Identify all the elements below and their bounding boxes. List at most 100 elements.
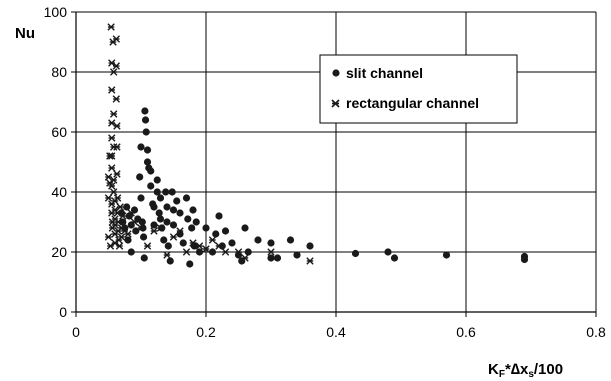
point-rectangular-channel xyxy=(150,227,158,235)
point-rectangular-channel xyxy=(127,209,135,217)
point-rectangular-channel xyxy=(104,233,113,241)
point-slit-channel xyxy=(215,212,223,220)
point-slit-channel xyxy=(384,248,392,256)
point-slit-channel xyxy=(195,248,204,256)
legend-marker-rectangular-channel xyxy=(331,99,340,108)
point-slit-channel xyxy=(142,128,150,136)
point-slit-channel xyxy=(186,260,194,268)
point-rectangular-channel xyxy=(202,245,210,253)
point-slit-channel xyxy=(267,239,275,247)
y-tick-label: 20 xyxy=(51,244,67,260)
y-tick-label: 0 xyxy=(59,304,67,320)
point-rectangular-channel xyxy=(119,212,127,220)
point-slit-channel xyxy=(182,194,191,202)
point-rectangular-channel xyxy=(108,134,116,142)
point-rectangular-channel xyxy=(108,182,116,190)
point-slit-channel xyxy=(141,116,150,124)
point-slit-channel xyxy=(390,254,399,262)
point-rectangular-channel xyxy=(114,218,122,226)
legend: slit channel rectangular channel xyxy=(319,54,518,124)
point-rectangular-channel xyxy=(306,257,314,265)
point-slit-channel xyxy=(254,236,262,244)
point-slit-channel xyxy=(208,248,217,256)
x-tick-label: 0.6 xyxy=(456,324,476,340)
point-rectangular-channel xyxy=(189,239,197,247)
point-slit-channel xyxy=(168,188,176,196)
point-slit-channel xyxy=(136,173,144,181)
point-rectangular-channel xyxy=(112,35,120,43)
point-slit-channel xyxy=(140,233,148,241)
point-rectangular-channel xyxy=(110,110,118,118)
point-slit-channel xyxy=(293,251,301,259)
point-slit-channel xyxy=(156,194,165,202)
point-slit-channel xyxy=(127,248,135,256)
point-slit-channel xyxy=(163,218,171,226)
point-slit-channel xyxy=(150,221,158,229)
point-rectangular-channel xyxy=(116,203,124,211)
point-slit-channel xyxy=(140,254,148,262)
point-slit-channel xyxy=(166,257,174,265)
point-rectangular-channel xyxy=(267,248,275,256)
point-rectangular-channel xyxy=(143,242,152,250)
point-rectangular-channel xyxy=(113,170,121,178)
point-slit-channel xyxy=(164,242,172,250)
point-slit-channel xyxy=(179,239,187,247)
point-rectangular-channel xyxy=(108,152,116,160)
point-slit-channel xyxy=(155,209,163,217)
point-rectangular-channel xyxy=(104,194,113,202)
point-rectangular-channel xyxy=(215,242,223,250)
point-slit-channel xyxy=(163,203,171,211)
point-rectangular-channel xyxy=(163,251,171,259)
point-slit-channel xyxy=(125,212,133,220)
point-rectangular-channel xyxy=(241,254,249,262)
point-slit-channel xyxy=(147,182,155,190)
point-rectangular-channel xyxy=(115,242,124,250)
point-slit-channel xyxy=(286,236,295,244)
x-axis-title-sub1: F xyxy=(499,369,505,380)
x-axis-title-end: /100 xyxy=(534,361,563,378)
point-slit-channel xyxy=(241,224,249,232)
x-axis-title-main: K xyxy=(488,361,499,378)
point-rectangular-channel xyxy=(234,248,243,256)
legend-marker-slit-channel xyxy=(332,69,340,77)
data-points xyxy=(104,23,529,268)
point-rectangular-channel xyxy=(107,23,115,31)
point-rectangular-channel xyxy=(208,236,217,244)
tick-labels: 0 20 40 60 80 100 0 0.2 0.4 0.6 0.8 xyxy=(44,4,606,340)
point-rectangular-channel xyxy=(110,68,118,76)
point-slit-channel xyxy=(188,224,196,232)
point-rectangular-channel xyxy=(195,242,204,250)
point-slit-channel xyxy=(153,188,161,196)
point-slit-channel xyxy=(202,224,210,232)
legend-box xyxy=(319,54,518,124)
point-slit-channel xyxy=(221,227,230,235)
x-axis-title: KF*∆xs/100 xyxy=(488,361,563,380)
y-tick-label: 100 xyxy=(44,4,68,20)
point-rectangular-channel xyxy=(113,143,121,151)
point-slit-channel xyxy=(228,239,236,247)
point-rectangular-channel xyxy=(156,224,165,232)
point-slit-channel xyxy=(137,194,145,202)
point-rectangular-channel xyxy=(221,248,230,256)
point-slit-channel xyxy=(141,107,149,115)
point-slit-channel xyxy=(169,206,178,214)
point-slit-channel xyxy=(138,218,146,226)
point-slit-channel xyxy=(153,176,161,184)
x-tick-label: 0 xyxy=(72,324,80,340)
point-slit-channel xyxy=(156,215,165,223)
y-tick-label: 40 xyxy=(51,184,67,200)
point-slit-channel xyxy=(150,203,158,211)
point-slit-channel xyxy=(192,218,200,226)
point-slit-channel xyxy=(173,197,181,205)
point-slit-channel xyxy=(143,146,152,154)
point-rectangular-channel xyxy=(112,62,120,70)
point-slit-channel xyxy=(442,251,451,259)
point-rectangular-channel xyxy=(113,194,122,202)
point-slit-channel xyxy=(176,209,184,217)
point-rectangular-channel xyxy=(169,233,178,241)
point-slit-channel xyxy=(162,188,170,196)
x-tick-label: 0.8 xyxy=(586,324,606,340)
axes xyxy=(71,11,597,317)
point-slit-channel xyxy=(244,248,252,256)
